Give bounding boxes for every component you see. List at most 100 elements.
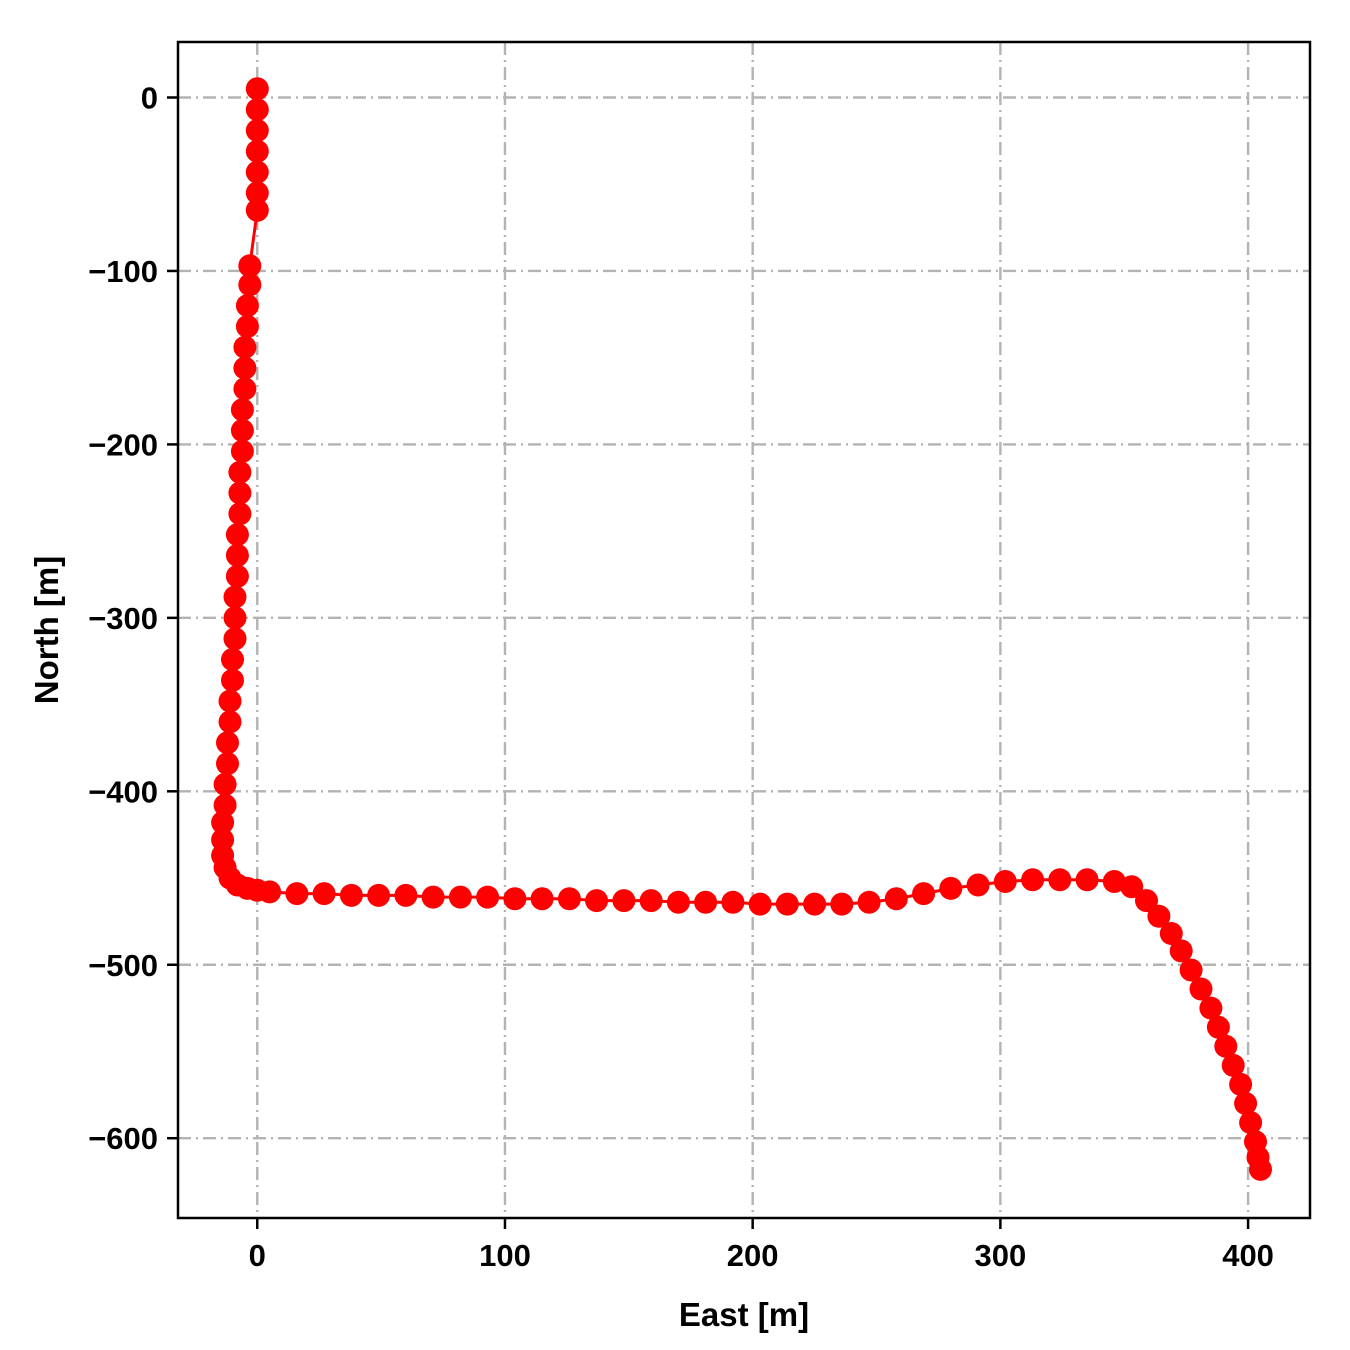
data-point xyxy=(1102,870,1126,893)
data-point xyxy=(666,890,690,914)
data-point xyxy=(1075,868,1099,892)
data-point xyxy=(1199,996,1223,1020)
x-tick-label: 100 xyxy=(479,1238,531,1273)
data-point xyxy=(748,892,772,916)
x-tick-label: 0 xyxy=(249,1238,266,1273)
data-point xyxy=(245,160,269,184)
y-tick-label: −300 xyxy=(88,601,158,636)
data-point xyxy=(612,889,636,913)
data-point xyxy=(245,181,269,205)
data-point xyxy=(225,543,249,567)
data-point xyxy=(721,890,745,914)
data-point xyxy=(448,885,472,909)
data-point xyxy=(1206,1015,1230,1039)
data-point xyxy=(233,356,257,380)
y-tick-label: 0 xyxy=(141,81,158,116)
data-point xyxy=(803,892,827,916)
data-point xyxy=(367,883,391,907)
data-point xyxy=(233,377,257,401)
data-point xyxy=(258,880,282,904)
data-point xyxy=(238,273,262,297)
axes-spines xyxy=(176,40,1312,1220)
data-point xyxy=(223,606,247,630)
y-tick-label: −600 xyxy=(88,1121,158,1156)
data-point xyxy=(228,460,252,484)
data-point xyxy=(312,882,336,906)
data-point xyxy=(216,731,239,755)
data-point xyxy=(223,585,247,609)
data-point xyxy=(557,887,581,911)
data-point xyxy=(245,119,269,142)
trajectory-line xyxy=(221,88,1262,1170)
data-point xyxy=(230,398,254,422)
data-point xyxy=(1189,977,1213,1001)
data-point xyxy=(218,710,242,734)
data-point xyxy=(1229,1072,1253,1096)
data-point xyxy=(245,139,269,163)
data-point xyxy=(966,873,990,897)
data-point xyxy=(1120,875,1144,899)
data-point xyxy=(228,502,252,526)
data-point xyxy=(830,892,854,916)
data-point xyxy=(503,887,527,911)
y-tick-label: −500 xyxy=(88,948,158,983)
data-point xyxy=(1021,868,1045,892)
data-point xyxy=(339,883,363,907)
data-point xyxy=(530,887,554,911)
x-axis-label: East [m] xyxy=(679,1296,809,1333)
data-point xyxy=(1048,868,1072,892)
data-point xyxy=(221,668,244,692)
data-point xyxy=(421,885,445,909)
tick-labels: 0 100 200 300 400 0 −100 −200 −300 −400 −500 −600 xyxy=(88,81,1274,1273)
data-point xyxy=(394,883,418,907)
y-tick-label: −400 xyxy=(88,774,158,809)
data-point xyxy=(1169,939,1193,963)
data-point xyxy=(476,885,500,909)
data-point xyxy=(233,335,257,359)
data-point xyxy=(912,882,936,906)
data-point xyxy=(1221,1053,1245,1077)
data-point xyxy=(694,890,718,914)
data-point xyxy=(235,294,259,318)
data-point xyxy=(1239,1111,1263,1135)
data-point xyxy=(585,889,609,913)
data-point xyxy=(216,752,239,776)
data-point xyxy=(639,889,663,913)
tick-marks xyxy=(167,96,1250,1229)
y-tick-label: −200 xyxy=(88,427,158,462)
grid-lines xyxy=(178,42,1310,1218)
data-point xyxy=(884,887,908,911)
data-point xyxy=(221,648,244,671)
data-point xyxy=(1214,1034,1238,1058)
data-point xyxy=(1249,1157,1272,1181)
data-point xyxy=(213,772,237,796)
data-point xyxy=(238,254,262,278)
data-point xyxy=(1135,889,1158,913)
data-point xyxy=(228,481,252,505)
plot-border xyxy=(176,40,1312,1220)
data-point xyxy=(1147,904,1171,928)
data-point xyxy=(857,890,881,914)
data-point xyxy=(218,689,242,713)
data-point xyxy=(223,627,247,651)
data-point xyxy=(230,419,254,442)
data-point xyxy=(245,198,269,222)
data-point xyxy=(1159,922,1183,945)
data-point xyxy=(213,793,237,817)
x-tick-label: 300 xyxy=(975,1238,1027,1273)
data-point xyxy=(993,870,1017,893)
data-point xyxy=(1234,1092,1258,1115)
x-tick-label: 400 xyxy=(1222,1238,1274,1273)
data-point xyxy=(211,811,235,834)
data-point xyxy=(1179,958,1203,982)
data-point xyxy=(230,439,254,463)
x-tick-label: 200 xyxy=(727,1238,779,1273)
data-point xyxy=(285,882,309,906)
data-point xyxy=(245,98,269,122)
y-tick-label: −100 xyxy=(88,254,158,289)
data-point xyxy=(225,523,249,547)
data-point xyxy=(225,564,249,588)
data-point xyxy=(939,876,963,900)
